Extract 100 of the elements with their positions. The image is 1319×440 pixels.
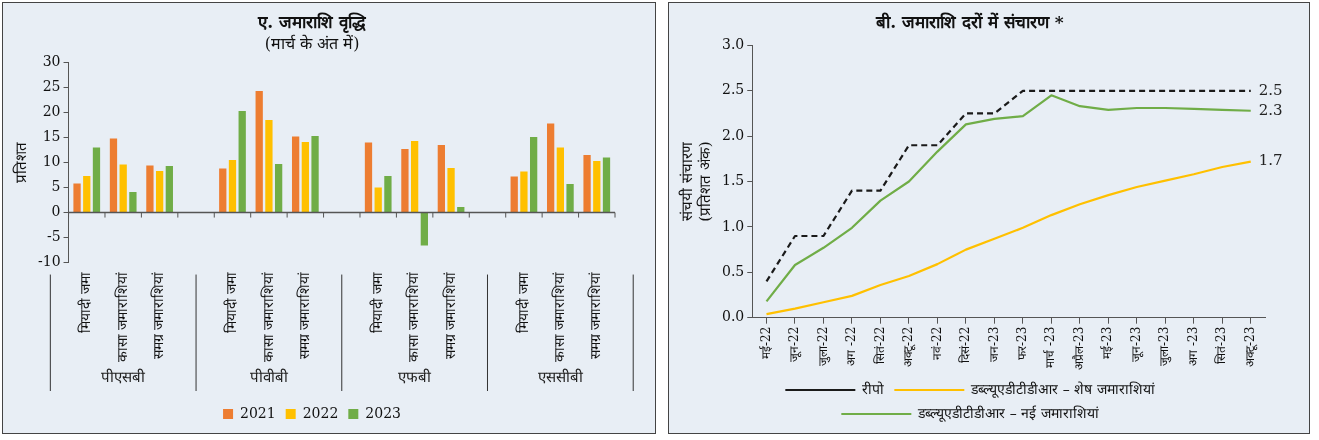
bar xyxy=(129,192,137,213)
data-label: 2.3 xyxy=(1258,100,1283,119)
y-tick-label: 15 xyxy=(42,128,61,145)
x-tick-label: अक्टू-23 xyxy=(1242,326,1258,367)
x-tick-label: मियादी जमा xyxy=(77,271,94,333)
y-tick-label: 1.5 xyxy=(722,172,745,189)
y-tick-label: 5 xyxy=(51,178,61,195)
y-tick-label: -5 xyxy=(46,228,61,245)
data-label: 2.5 xyxy=(1258,80,1283,99)
bar xyxy=(155,171,164,213)
y-tick-label: 20 xyxy=(42,103,61,120)
bar xyxy=(447,168,455,213)
x-tick-label: फर-23 xyxy=(1015,326,1029,360)
x-tick-label: जून-22 xyxy=(787,326,803,362)
bar xyxy=(401,149,409,213)
bar xyxy=(410,141,419,213)
bar xyxy=(457,207,465,213)
bar xyxy=(374,187,382,213)
y-axis-title: संचयी संचारण (प्रतिशत अंक) xyxy=(677,141,714,222)
bar xyxy=(73,183,81,213)
x-tick-label: जुला-22 xyxy=(815,326,831,366)
x-tick-label: कासा जमाराशियां xyxy=(551,271,567,362)
bar xyxy=(364,142,373,213)
legend-label: डब्ल्यूएडीटीडीआर – शेष जमाराशियां xyxy=(970,380,1155,398)
bar xyxy=(437,145,445,213)
bar xyxy=(520,171,528,213)
bar xyxy=(301,142,309,213)
bar xyxy=(556,147,564,213)
y-tick-label: 10 xyxy=(42,153,61,170)
legend-label: 2022 xyxy=(302,404,339,421)
x-tick-label: कासा जमाराशियां xyxy=(259,271,276,362)
y-tick-label: 2.5 xyxy=(722,81,745,98)
y-tick-label: -10 xyxy=(38,253,61,270)
x-tick-label: जन-23 xyxy=(986,326,1001,362)
x-tick-label: जून-23 xyxy=(1128,326,1144,362)
text: एफबी xyxy=(398,368,433,387)
bar xyxy=(311,136,319,213)
bar xyxy=(291,136,300,213)
y-tick-label: 2.0 xyxy=(722,126,745,143)
y-tick-label: 0.0 xyxy=(722,308,745,325)
bar xyxy=(420,213,428,246)
x-tick-label: नवं-22 xyxy=(929,326,944,360)
y-tick-label: 30 xyxy=(42,53,61,70)
y-tick-label: 25 xyxy=(42,78,61,95)
legend-label: 2021 xyxy=(240,404,276,421)
x-tick-label: मियादी जमा xyxy=(223,271,240,333)
x-tick-label: जुला-23 xyxy=(1157,326,1173,366)
legend-label: 2023 xyxy=(365,404,401,421)
data-label: 1.7 xyxy=(1258,151,1283,170)
bar xyxy=(274,164,283,213)
x-tick-label: दिसं-22 xyxy=(958,326,973,363)
bar xyxy=(255,91,263,213)
x-tick-label: मार्च -23 xyxy=(1043,326,1058,368)
x-tick-label: समग्र जमाराशियां xyxy=(587,271,604,359)
bar xyxy=(566,184,574,213)
x-tick-label: मियादी जमा xyxy=(368,271,385,333)
chart-title: ए. जमाराशि वृद्धि xyxy=(257,11,367,33)
text: एससीबी xyxy=(537,368,584,387)
bar xyxy=(384,176,392,213)
bar xyxy=(547,123,555,213)
x-tick-label: समग्र जमाराशियां xyxy=(150,271,167,359)
bar xyxy=(593,161,601,213)
bar xyxy=(83,176,91,213)
x-tick-label: अग -22 xyxy=(844,326,859,366)
x-tick-label: मई-22 xyxy=(758,326,773,359)
y-tick-label: 3.0 xyxy=(722,36,745,53)
y-tick-label: 1.0 xyxy=(722,217,745,234)
x-tick-label: अक्टू-22 xyxy=(901,326,917,367)
x-tick-label: मियादी जमा xyxy=(514,271,531,333)
bar xyxy=(109,138,118,213)
legend-label: डब्ल्यूएडीटीडीआर – नई जमाराशियां xyxy=(917,404,1099,422)
bar xyxy=(510,176,518,213)
text: पीएसबी xyxy=(101,368,147,387)
y-tick-label: 0 xyxy=(51,203,61,220)
x-tick-label: अप्रैल-23 xyxy=(1071,326,1086,370)
x-tick-label: कासा जमाराशियां xyxy=(113,271,130,362)
x-tick-label: मई-23 xyxy=(1100,326,1115,359)
chart-subtitle: (मार्च के अंत में) xyxy=(264,34,360,54)
bar xyxy=(238,111,246,213)
x-tick-label: सितं-23 xyxy=(1214,326,1229,364)
bar xyxy=(228,160,237,213)
text: पीवीबी xyxy=(249,368,289,387)
bar xyxy=(165,166,173,213)
bar xyxy=(265,120,273,213)
x-tick-label: अग -23 xyxy=(1185,326,1200,366)
x-tick-label: कासा जमाराशियां xyxy=(405,271,422,362)
x-tick-label: समग्र जमाराशियां xyxy=(441,271,458,359)
bar xyxy=(92,147,101,213)
chart-title: बी. जमाराशि दरों में संचारण * xyxy=(875,11,1064,32)
bar xyxy=(219,168,227,213)
bar xyxy=(602,157,611,213)
bar xyxy=(146,165,154,213)
bar xyxy=(530,137,538,213)
y-axis-title: प्रतिशत xyxy=(11,142,30,184)
x-tick-label: सितं-22 xyxy=(872,326,887,364)
bar xyxy=(583,155,591,213)
y-tick-label: 0.5 xyxy=(722,262,745,279)
legend-label: रीपो xyxy=(862,380,885,397)
x-tick-label: समग्र जमाराशियां xyxy=(295,271,312,359)
bar xyxy=(119,164,127,213)
